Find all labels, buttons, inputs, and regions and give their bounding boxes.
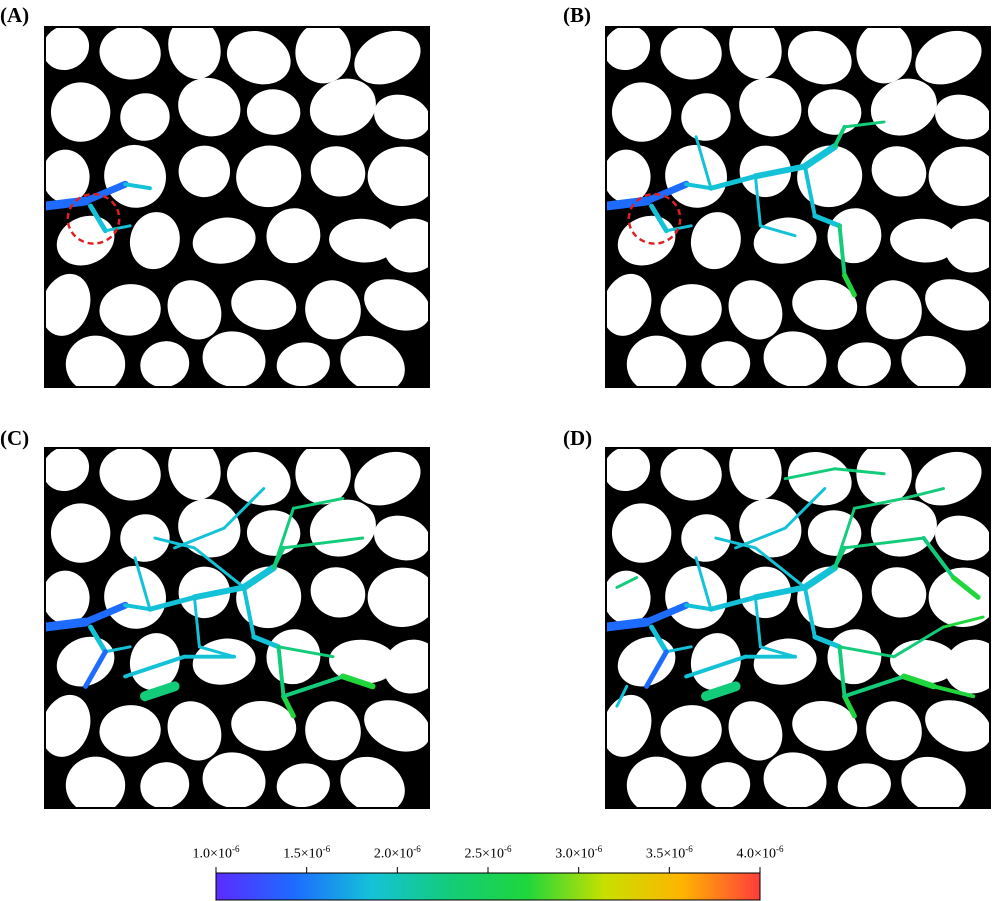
panel-label-d: (D) <box>563 426 593 450</box>
panel-label-c: (C) <box>0 426 30 450</box>
panel-b <box>605 26 991 388</box>
tick-exponent: -6 <box>322 844 331 854</box>
tick-exponent: -6 <box>594 844 603 854</box>
tick-mantissa: 1.0 <box>192 846 211 862</box>
colorbar-tick-label: 3.5×10-6 <box>645 844 693 862</box>
tick-exponent: -6 <box>503 844 512 854</box>
panel-a <box>44 26 430 388</box>
colorbar-bar <box>215 872 761 901</box>
tick-mantissa: 1.5 <box>283 846 301 862</box>
tick-mantissa: 3.5 <box>645 846 664 862</box>
colorbar-tick-label: 4.0×10-6 <box>736 844 784 862</box>
colorbar-tick-label: 2.0×10-6 <box>373 844 421 862</box>
colorbar-tick-label: 3.0×10-6 <box>555 844 603 862</box>
pore-image-d <box>607 449 989 807</box>
tick-mantissa: 3.0 <box>555 846 573 862</box>
panel-label-a: (A) <box>0 3 30 27</box>
pore-image-a <box>46 28 428 386</box>
tick-mantissa: 2.5 <box>464 846 483 862</box>
tick-exponent: -6 <box>775 844 784 854</box>
tick-exponent: -6 <box>685 844 693 854</box>
tick-mantissa: 4.0 <box>736 846 755 862</box>
colorbar-tick-label: 1.0×10-6 <box>192 844 240 862</box>
tick-exponent: -6 <box>231 844 240 854</box>
colorbar-tick-label: 1.5×10-6 <box>283 844 331 862</box>
pore-image-c <box>46 449 428 807</box>
panel-c <box>44 447 430 809</box>
tick-exponent: -6 <box>413 844 421 854</box>
pore-image-b <box>607 28 989 386</box>
panel-d <box>605 447 991 809</box>
tick-mantissa: 2.0 <box>373 846 392 862</box>
panel-label-b: (B) <box>563 3 591 27</box>
colorbar-tick-label: 2.5×10-6 <box>464 844 512 862</box>
